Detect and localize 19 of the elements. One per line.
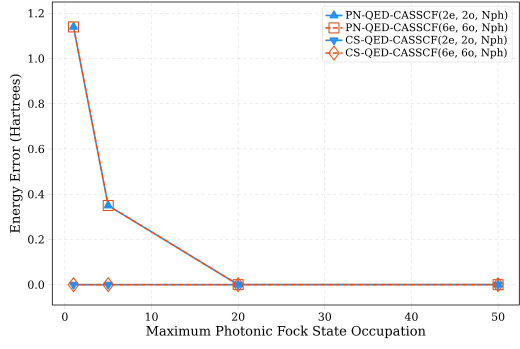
legend-label: PN-QED-CASSCF(6e, 6o, Nph) [346, 23, 508, 34]
y-tick-label: 0.4 [28, 190, 44, 198]
x-tick-label: 10 [146, 312, 158, 321]
y-tick-label: 0.0 [28, 280, 44, 289]
x-tick-label: 20 [232, 312, 244, 321]
x-tick-label: 0 [62, 312, 68, 321]
y-axis-title: Energy Error (Hartrees) [10, 74, 23, 233]
x-tick-label: 40 [404, 312, 418, 321]
y-tick-label: 0.2 [28, 235, 44, 244]
y-tick-label: 1.2 [28, 9, 44, 18]
x-tick-label: 50 [492, 312, 504, 321]
x-axis-title: Maximum Photonic Fock State Occupation [146, 326, 426, 338]
legend-label: PN-QED-CASSCF(2e, 2o, Nph) [346, 10, 508, 21]
legend-label: CS-QED-CASSCF(2e, 2o, Nph) [346, 36, 507, 46]
x-tick-label: 30 [318, 312, 332, 321]
y-tick-label: 0.6 [28, 144, 44, 154]
y-tick-label: 0.8 [28, 100, 44, 108]
y-tick-label: 1.0 [28, 54, 44, 63]
legend-label: CS-QED-CASSCF(6e, 6o, Nph) [346, 48, 507, 58]
